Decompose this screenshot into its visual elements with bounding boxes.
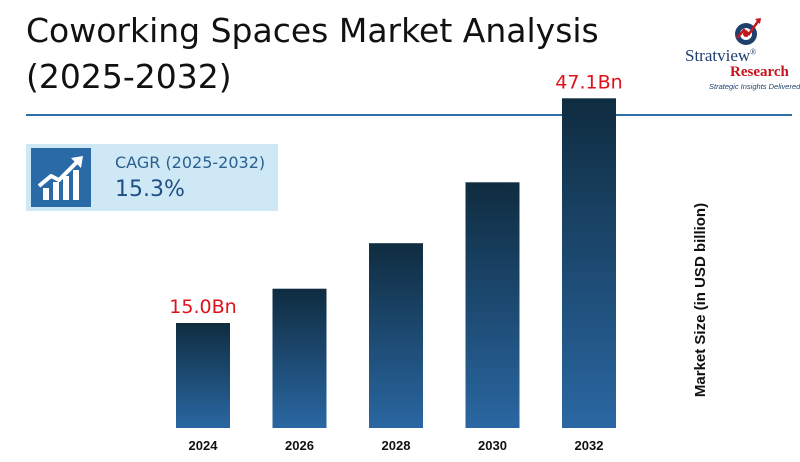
logo-sub: Research — [730, 64, 789, 80]
x-tick-label: 2032 — [575, 438, 604, 453]
bar-2032 — [562, 98, 616, 429]
title-line-2: (2025-2032) — [26, 57, 232, 96]
data-label: 15.0Bn — [169, 296, 236, 318]
x-tick-label: 2024 — [189, 438, 219, 453]
cagr-value: 15.3% — [115, 177, 185, 202]
x-tick-label: 2026 — [285, 438, 314, 453]
bar-2024 — [176, 323, 230, 428]
logo-name: Stratview® — [685, 46, 757, 65]
bar-2026 — [272, 288, 327, 428]
bar-2028 — [369, 243, 423, 428]
x-tick-label: 2030 — [478, 438, 507, 453]
title-divider — [26, 114, 792, 116]
page-title: Coworking Spaces Market Analysis (2025-2… — [26, 8, 666, 100]
logo-mark-icon — [735, 18, 761, 45]
logo-reg: ® — [750, 47, 757, 57]
cagr-label: CAGR (2025-2032) — [115, 153, 266, 172]
y-axis-label: Market Size (in USD billion) — [692, 203, 709, 397]
x-tick-label: 2028 — [382, 438, 411, 453]
bar-2030 — [465, 182, 520, 428]
y-axis-label-text: Market Size (in USD billion) — [692, 203, 709, 397]
cagr-box: CAGR (2025-2032) 15.3% — [26, 144, 278, 211]
data-label: 47.1Bn — [555, 71, 622, 93]
logo-tagline: Strategic Insights Delivered — [709, 82, 800, 91]
growth-chart-icon — [31, 148, 91, 207]
stratview-logo: Stratview® Research Strategic Insights D… — [683, 14, 800, 91]
title-line-1: Coworking Spaces Market Analysis — [26, 11, 599, 50]
